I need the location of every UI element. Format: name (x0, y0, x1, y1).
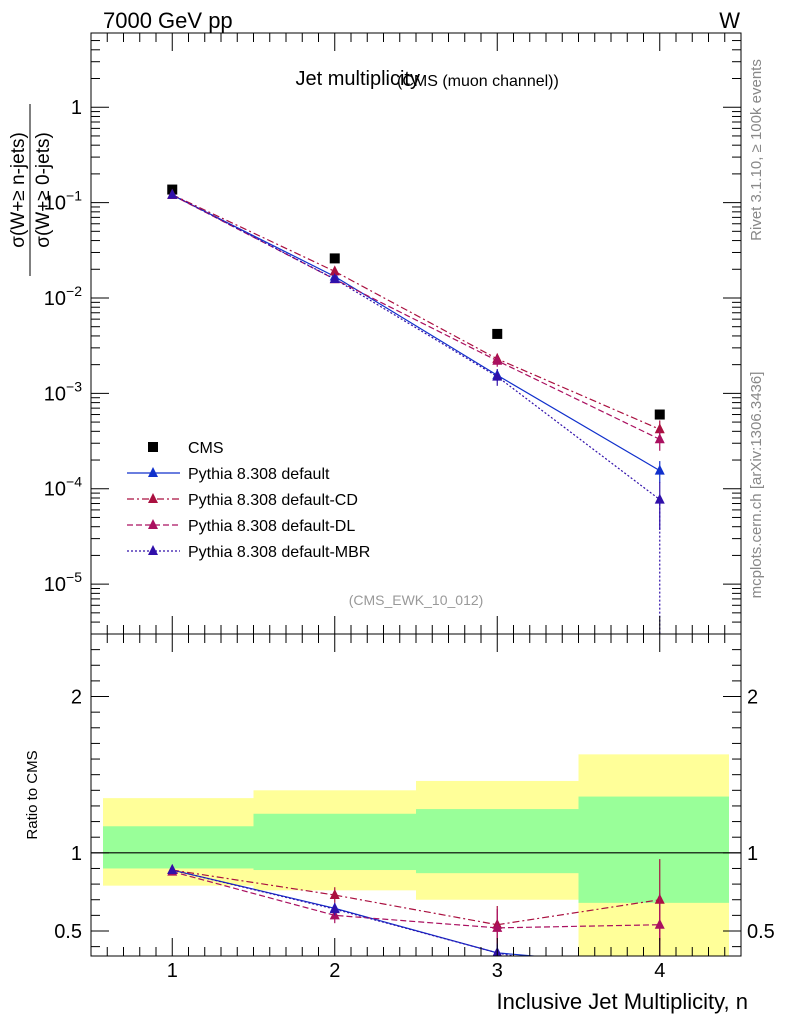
legend-label: Pythia 8.308 default (188, 466, 330, 483)
series-pythia-4 (167, 188, 665, 530)
y-tick-label: 1 (71, 97, 82, 119)
legend-entry: Pythia 8.308 default-MBR (127, 544, 370, 561)
legend-marker (148, 493, 158, 503)
y-tick-label: 10−3 (44, 378, 82, 405)
y-tick-label-exp: −4 (66, 474, 82, 490)
ratio-y-tick-label-right: 1 (747, 843, 758, 865)
y-tick-label-exp: −1 (66, 188, 82, 204)
legend-entry: Pythia 8.308 default (127, 466, 330, 483)
ratio-panel: 0.5 0.5 1 1 2 2 1 2 3 4 Ratio to CMS Inclusive Je… (24, 633, 775, 1014)
x-tick-label: 2 (329, 960, 340, 982)
data-point (492, 354, 503, 365)
ratio-axes: 0.5 0.5 1 1 2 2 1 2 3 4 (54, 634, 775, 982)
chart-title: Jet multiplicity (296, 68, 420, 90)
legend: CMS Pythia 8.308 default Pythia 8.308 defa… (127, 440, 370, 561)
y-tick-label: 10−1 (44, 188, 82, 215)
y-tick-label-exp: −2 (66, 283, 82, 299)
main-data-layer (167, 184, 665, 634)
ratio-y-tick-label-right: 0.5 (747, 921, 775, 943)
data-point (492, 328, 503, 339)
legend-marker (148, 519, 158, 529)
legend-marker (148, 545, 158, 555)
series-pythia-2 (167, 188, 665, 441)
x-tick-label: 4 (654, 960, 665, 982)
analysis-id: (CMS_EWK_10_012) (349, 592, 484, 608)
uncertainty-band-inner (416, 809, 579, 874)
legend-marker (148, 467, 158, 477)
header-energy: 7000 GeV pp (103, 8, 233, 33)
data-point (492, 370, 503, 381)
y-tick-label-base: 10 (44, 193, 66, 215)
data-point (654, 409, 665, 420)
y-tick-label-exp: −5 (66, 569, 82, 585)
main-panel: 110−110−210−310−410−5 Jet multiplicity (… (8, 32, 742, 635)
ratio-y-tick-label-right: 2 (747, 687, 758, 709)
legend-marker (148, 442, 158, 452)
ratio-y-tick-label: 0.5 (54, 921, 82, 943)
legend-label: Pythia 8.308 default-DL (188, 518, 355, 535)
ratio-y-tick-label: 1 (71, 843, 82, 865)
ratio-point (329, 903, 340, 914)
legend-entry: Pythia 8.308 default-CD (127, 492, 358, 509)
data-point (329, 253, 340, 264)
rivet-version-label: Rivet 3.1.10, ≥ 100k events (748, 59, 765, 241)
data-point (654, 433, 665, 444)
data-point (329, 265, 340, 276)
ratio-clipped (91, 754, 741, 956)
x-axis-label: Inclusive Jet Multiplicity, n (497, 989, 748, 1014)
ratio-y-tick-label: 2 (71, 687, 82, 709)
data-point (654, 464, 665, 475)
y-axis-label-fraction: σ(W+≥ n-jets) σ(W+≥ 0-jets) (8, 104, 54, 276)
uncertainty-band-inner (253, 813, 416, 871)
data-point (654, 423, 665, 434)
x-tick-label: 1 (167, 960, 178, 982)
series-line (171, 194, 661, 472)
y-tick-label-base: 10 (44, 288, 66, 310)
ratio-line (172, 869, 660, 926)
ratio-series (167, 864, 516, 956)
data-point (654, 493, 665, 504)
ratio-line (172, 869, 541, 956)
y-tick-label: 10−2 (44, 283, 82, 310)
chart-subtitle: (CMS (muon channel)) (397, 73, 559, 90)
ratio-y-axis-label: Ratio to CMS (24, 750, 41, 839)
y-tick-label-exp: −3 (66, 378, 82, 394)
legend-label: Pythia 8.308 default-CD (188, 492, 358, 509)
legend-label: Pythia 8.308 default-MBR (188, 544, 370, 561)
y-tick-label-base: 10 (44, 479, 66, 501)
series-line (171, 194, 660, 430)
y-tick-label-base: 10 (44, 574, 66, 596)
x-tick-label: 3 (492, 960, 503, 982)
series-line (171, 194, 661, 440)
y-axis-label-numerator: σ(W+≥ n-jets) (8, 132, 29, 248)
series-line (171, 194, 661, 501)
series-pythia-3 (167, 189, 665, 451)
data-point (167, 188, 178, 199)
main-axes: 110−110−210−310−410−5 (44, 32, 741, 635)
data-point (329, 273, 340, 284)
ratio-data-layer (91, 754, 741, 956)
y-axis-label-denominator: σ(W+≥ 0-jets) (33, 132, 54, 248)
uncertainty-band-inner (103, 826, 254, 869)
ratio-point (329, 889, 340, 900)
mcplots-label: mcplots.cern.ch [arXiv:1306.3436] (748, 372, 765, 599)
ratio-point (492, 921, 503, 932)
legend-entry: CMS (148, 440, 224, 457)
uncertainty-band-inner (578, 796, 729, 903)
legend-entry: Pythia 8.308 default-DL (127, 518, 355, 535)
series-cms (167, 184, 665, 420)
legend-label: CMS (188, 440, 224, 457)
y-tick-label-base: 10 (44, 383, 66, 405)
header-process: W (719, 8, 740, 33)
ratio-point (654, 918, 665, 929)
y-tick-label: 10−5 (44, 569, 82, 596)
series-pythia-1 (167, 189, 665, 483)
ratio-line (172, 871, 660, 929)
ratio-point (167, 864, 178, 875)
y-tick-label: 10−4 (44, 474, 82, 501)
